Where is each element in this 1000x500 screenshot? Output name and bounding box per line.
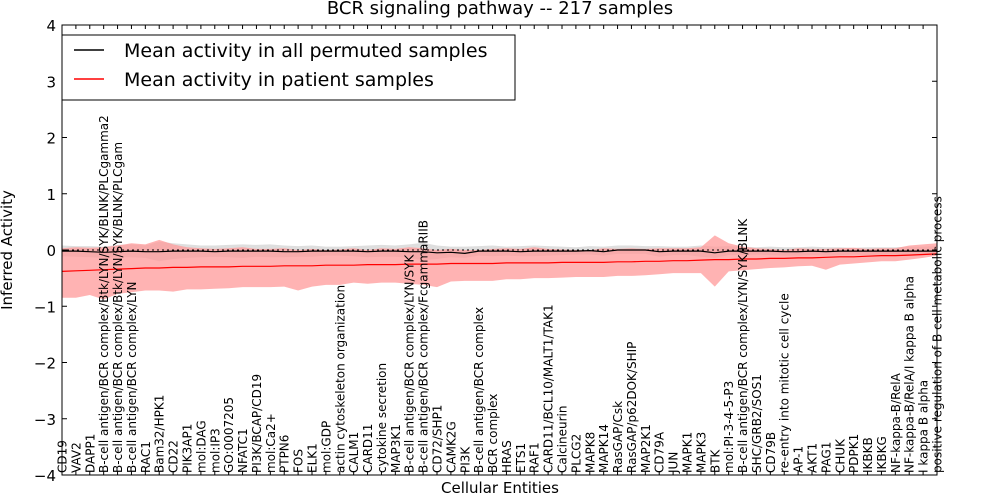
x-axis-label: Cellular Entities <box>441 479 559 497</box>
x-tick-label: MAP3K1 <box>389 424 403 473</box>
x-tick-label: re-entry into mitotic cell cycle <box>778 293 792 473</box>
x-tick-label: FOS <box>292 449 306 473</box>
x-tick-label: DAPP1 <box>83 434 97 473</box>
y-tick-label: 2 <box>46 130 56 148</box>
x-tick-label: GO:0007205 <box>222 397 236 473</box>
x-tick-label: MAPK8 <box>583 432 597 473</box>
x-tick-label: B-cell antigen/BCR complex <box>472 307 486 473</box>
x-tick-label: B-cell antigen/BCR complex/Btk/LYN/SYK/B… <box>97 115 111 473</box>
x-tick-label: IKBKB <box>861 437 875 473</box>
x-tick-label: SHC/GRB2/SOS1 <box>750 374 764 473</box>
x-tick-label: positive regulation of B cell metabolic … <box>931 196 945 473</box>
x-tick-label: Bam32/HPK1 <box>153 395 167 473</box>
x-tick-label: PI3K <box>458 446 472 473</box>
x-tick-label: NFATC1 <box>236 428 250 473</box>
x-tick-label: RasGAP/p62DOK/SHIP <box>625 342 639 473</box>
legend-label-patient: Mean activity in patient samples <box>124 69 434 91</box>
x-tick-label: mol:PI-3-4-5-P3 <box>722 381 736 473</box>
x-tick-label: PAG1 <box>819 442 833 473</box>
x-tick-label: CD19 <box>56 440 70 473</box>
x-tick-label: CALM1 <box>347 432 361 473</box>
y-tick-label: 1 <box>46 186 56 204</box>
x-tick-label: CD22 <box>167 440 181 473</box>
x-tick-label: RasGAP/Csk <box>611 401 625 473</box>
y-tick-label: −4 <box>34 467 56 485</box>
x-tick-label: MAPK14 <box>597 424 611 473</box>
y-tick-label: −3 <box>34 411 56 429</box>
legend-label-permuted: Mean activity in all permuted samples <box>124 40 487 62</box>
x-tick-label: NF-kappa-B/RelA/I kappa B alpha <box>903 276 917 473</box>
x-tick-label: mol:Ca2+ <box>264 413 278 473</box>
y-tick-label: 3 <box>46 73 56 91</box>
x-tick-label: ETS1 <box>514 443 528 473</box>
x-tick-label: AP-1 <box>792 446 806 473</box>
x-tick-label: ELK1 <box>306 443 320 473</box>
x-tick-label: VAV2 <box>69 442 83 473</box>
x-tick-label: B-cell antigen/BCR complex/LYN/SYK/BLNK <box>736 218 750 473</box>
x-tick-label: PTPN6 <box>278 435 292 473</box>
x-tick-label: CAMK2G <box>444 421 458 473</box>
x-tick-label: PLCG2 <box>569 434 583 473</box>
x-tick-label: PIK3AP1 <box>181 424 195 473</box>
x-tick-label: B-cell antigen/BCR complex/Btk/LYN/SYK/B… <box>111 142 125 473</box>
chart-title: BCR signaling pathway -- 217 samples <box>327 0 673 19</box>
x-tick-label: mol:IP3 <box>208 428 222 473</box>
permuted-mean-line <box>62 249 937 255</box>
legend: Mean activity in all permuted samples Me… <box>61 34 516 101</box>
patient-mean-line <box>61 253 938 272</box>
x-tick-label: B-cell antigen/BCR complex/LYN/SYK <box>403 253 417 473</box>
x-tick-label: MAPK3 <box>694 432 708 473</box>
x-tick-label: RAC1 <box>139 441 153 473</box>
x-tick-label: mol:DAG <box>194 420 208 473</box>
y-tick-label: −2 <box>34 355 56 373</box>
x-tick-label: actin cytoskeleton organization <box>333 285 347 473</box>
y-tick-label: −1 <box>34 298 56 316</box>
x-tick-label: CD72/SHP1 <box>431 405 445 473</box>
x-tick-label: I kappa B alpha <box>917 380 931 473</box>
x-tick-label: BCR complex <box>486 394 500 473</box>
y-axis-label: Inferred Activity <box>0 190 16 310</box>
x-tick-label: PDPK1 <box>847 434 861 473</box>
x-tick-label: RAF1 <box>528 442 542 473</box>
x-tick-label: JUN <box>667 452 681 474</box>
legend-box <box>61 34 516 101</box>
y-tick-label: 0 <box>46 242 56 260</box>
y-tick-label: 4 <box>46 17 56 35</box>
x-tick-label: MAP2K1 <box>639 424 653 473</box>
x-tick-label: PI3K/BCAP/CD19 <box>250 374 264 473</box>
x-tick-label: HRAS <box>500 440 514 473</box>
x-tick-label: CARD11/BCL10/MALT1/TAK1 <box>542 304 556 473</box>
x-tick-label: BTK <box>708 448 722 473</box>
x-tick-label: NF-kappa-B/RelA <box>889 372 903 473</box>
x-tick-label: cytokine secretion <box>375 363 389 473</box>
x-tick-label: Calcineurin <box>556 406 570 473</box>
x-tick-label: IKBKG <box>875 436 889 473</box>
x-tick-label: CHUK <box>833 438 847 473</box>
x-tick-label: mol:GDP <box>319 421 333 473</box>
x-tick-label: CARD11 <box>361 424 375 473</box>
x-tick-label: MAPK1 <box>681 432 695 473</box>
x-tick-label: AKT1 <box>806 443 820 473</box>
x-tick-label: B-cell antigen/BCR complex/FcgammaRIIB <box>417 220 431 473</box>
x-tick-label: B-cell antigen/BCR complex/LYN <box>125 281 139 473</box>
x-tick-label: CD79A <box>653 431 667 473</box>
x-tick-label: CD79B <box>764 432 778 473</box>
